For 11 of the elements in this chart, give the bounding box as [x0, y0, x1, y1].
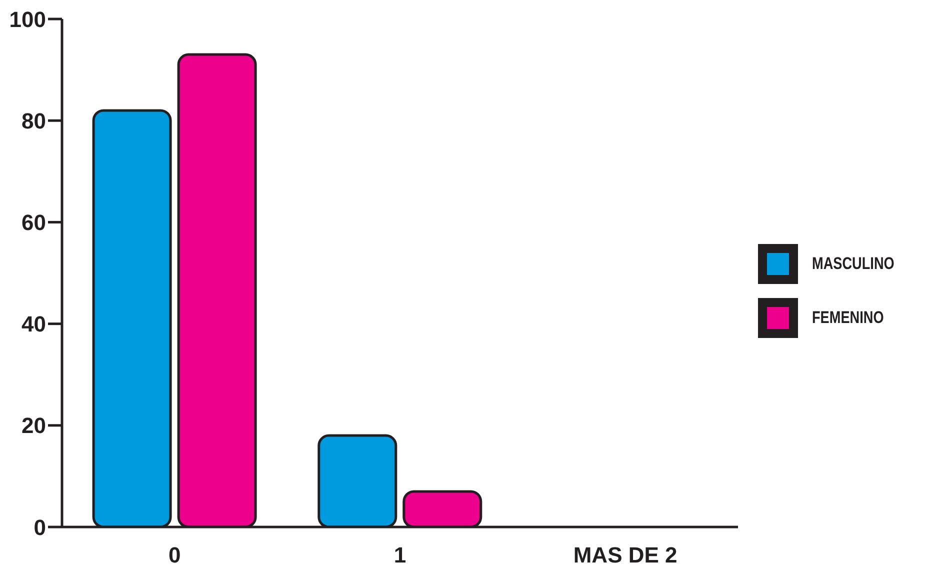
legend-label: FEMENINO: [812, 308, 884, 328]
y-tick-label: 80: [22, 108, 46, 134]
legend-label: MASCULINO: [812, 254, 894, 274]
x-tick-label: MAS DE 2: [573, 542, 678, 568]
x-tick-label: 1: [394, 542, 406, 568]
y-tick-label: 60: [22, 210, 46, 236]
y-tick-label: 20: [22, 413, 46, 438]
y-tick-label: 100: [9, 6, 46, 32]
y-tick-label: 40: [22, 312, 46, 337]
x-tick-label: 0: [168, 542, 181, 568]
y-tick-label: 0: [34, 514, 46, 540]
